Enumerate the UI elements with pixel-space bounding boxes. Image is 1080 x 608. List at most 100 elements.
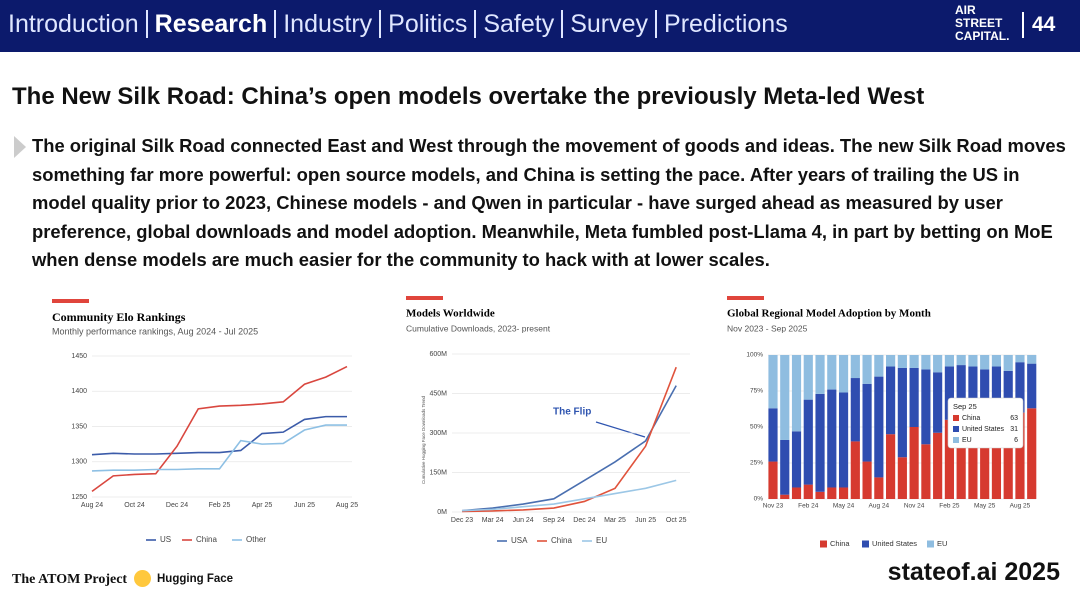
x-tick-label: Apr 25: [252, 502, 273, 509]
bar-segment: [791, 487, 802, 499]
nav-item[interactable]: Research: [145, 10, 275, 38]
y-tick-label: 300M: [429, 430, 447, 437]
bullet-arrow: [14, 136, 26, 158]
bar-segment: [874, 477, 884, 499]
nav-item[interactable]: Industry: [274, 10, 380, 38]
legend-label: Other: [246, 535, 266, 544]
slide-title: The New Silk Road: China’s open models o…: [12, 83, 925, 110]
y-tick-label: 1250: [71, 494, 87, 501]
bar-segment: [850, 355, 860, 379]
chart-title: Global Regional Model Adoption by Month: [727, 308, 931, 320]
y-axis-label: Cumulative Hugging Face Downloads Trend: [421, 395, 426, 484]
logo: AIR STREET CAPITAL.: [955, 4, 1009, 43]
tooltip-box: [947, 397, 1024, 449]
bar-segment: [886, 355, 896, 367]
bar-segment: [780, 439, 790, 495]
nav-item[interactable]: Predictions: [655, 10, 795, 38]
bar-segment: [921, 369, 931, 445]
y-tick-label: 0%: [754, 496, 764, 503]
legend-label: China: [830, 539, 850, 548]
hf-icon: [134, 570, 151, 587]
x-tick-label: Jun 25: [294, 502, 315, 509]
bar-segment: [909, 427, 919, 499]
bar-segment: [768, 461, 778, 499]
y-tick-label: 1400: [71, 388, 87, 395]
bar-segment: [956, 424, 966, 499]
header-bar: Introduction Research Industry Politics Safe…: [0, 0, 1080, 52]
bar-segment: [850, 441, 860, 499]
y-tick-label: 450M: [429, 390, 447, 397]
bar-segment: [886, 366, 896, 435]
brand: stateof.ai 2025: [887, 558, 1060, 586]
bar-segment: [980, 419, 990, 499]
x-tick-label: Dec 23: [451, 517, 473, 524]
page-number: 44: [1022, 12, 1055, 38]
annotation: The Flip: [553, 407, 591, 418]
x-tick-label: May 25: [974, 503, 996, 510]
bar-segment: [838, 487, 849, 499]
bar-segment: [1015, 412, 1025, 499]
body-text: The original Silk Road connected East an…: [32, 135, 1066, 270]
bar-segment: [991, 355, 1002, 367]
bar-segment: [980, 355, 990, 370]
line-series: [91, 415, 347, 456]
bar-segment: [768, 408, 778, 462]
bar-segment: [897, 367, 907, 458]
bar-segment: [921, 444, 931, 499]
line-series: [461, 385, 677, 512]
nav-item[interactable]: Politics: [379, 10, 475, 38]
nav-item[interactable]: Safety: [474, 10, 562, 38]
bar-segment: [815, 355, 825, 394]
legend-label: EU: [937, 539, 947, 548]
bar-segment: [768, 355, 778, 409]
bar-segment: [909, 367, 919, 427]
chart-subtitle: Cumulative Downloads, 2023- present: [406, 323, 551, 333]
nav-item[interactable]: Introduction: [8, 10, 139, 38]
x-tick-label: Feb 25: [939, 503, 960, 510]
bar-segment: [791, 431, 802, 488]
x-tick-label: Oct 24: [124, 502, 145, 509]
legend-swatch: [927, 540, 934, 548]
line-series: [461, 479, 677, 512]
y-tick-label: 600M: [429, 351, 447, 358]
bar-segment: [933, 432, 943, 499]
y-tick-label: 1300: [71, 459, 87, 466]
tooltip-value: 6: [1014, 437, 1018, 444]
bar-segment: [874, 376, 884, 478]
x-tick-label: Oct 25: [666, 517, 687, 524]
logo-line: STREET: [955, 16, 1003, 30]
bar-segment: [1027, 355, 1037, 364]
y-tick-label: 0M: [437, 509, 447, 516]
tooltip-name: United States: [962, 426, 1005, 433]
bar-segment: [815, 491, 825, 499]
chart-title: Community Elo Rankings: [52, 310, 186, 324]
bar-segment: [944, 419, 954, 499]
bar-segment: [838, 355, 849, 393]
source-logo: Hugging Face: [157, 573, 234, 585]
bar-segment: [909, 355, 919, 368]
logo-line: AIR: [955, 3, 976, 17]
nav-item[interactable]: Survey: [561, 10, 656, 38]
x-tick-label: Aug 25: [336, 502, 358, 509]
logo-line: CAPITAL.: [955, 29, 1010, 43]
legend-label: China: [551, 536, 572, 545]
legend-swatch: [820, 540, 827, 548]
bar-segment: [1003, 355, 1013, 371]
x-tick-label: May 24: [833, 503, 855, 510]
x-tick-label: Jun 25: [635, 517, 656, 524]
bar-segment: [1015, 362, 1025, 413]
x-tick-label: Dec 24: [166, 502, 188, 509]
tooltip-value: 63: [1010, 415, 1018, 422]
tooltip-swatch: [953, 426, 959, 432]
bar-segment: [968, 355, 978, 367]
bar-segment: [956, 355, 966, 366]
bar-segment: [1003, 370, 1013, 413]
y-tick-label: 25%: [750, 460, 763, 467]
bar-segment: [933, 355, 943, 373]
bar-segment: [780, 494, 790, 499]
bar-segment: [1003, 412, 1013, 499]
bar-segment: [862, 355, 872, 384]
bar-segment: [838, 392, 849, 488]
bar-segment: [862, 383, 872, 462]
